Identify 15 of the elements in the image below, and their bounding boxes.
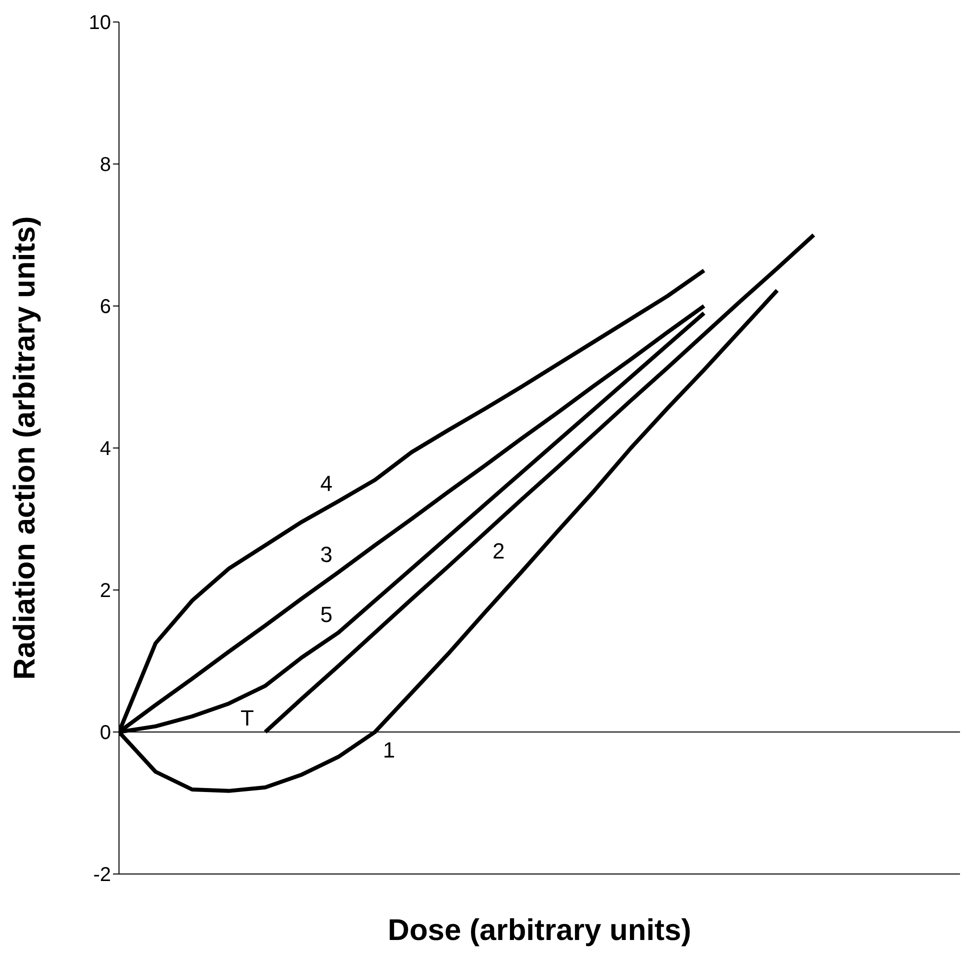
y-tick-label: 2 (100, 580, 111, 602)
annotation: T (240, 706, 254, 730)
y-tick-label: -2 (93, 864, 111, 886)
y-tick-label: 8 (100, 154, 111, 176)
series-label: 3 (320, 542, 333, 567)
series-label: 1 (382, 738, 396, 762)
y-tick-label: 4 (100, 438, 111, 460)
y-axis-title: Radiation action (arbitrary units) (8, 216, 42, 680)
series-label: 5 (320, 602, 333, 628)
y-tick-label: 10 (88, 12, 111, 34)
x-axis-title: Dose (arbitrary units) (388, 914, 692, 947)
series-label: 2 (492, 538, 505, 564)
y-tick-label: 6 (100, 296, 111, 318)
y-tick-label: 0 (100, 722, 111, 744)
series-label: 4 (320, 470, 333, 496)
